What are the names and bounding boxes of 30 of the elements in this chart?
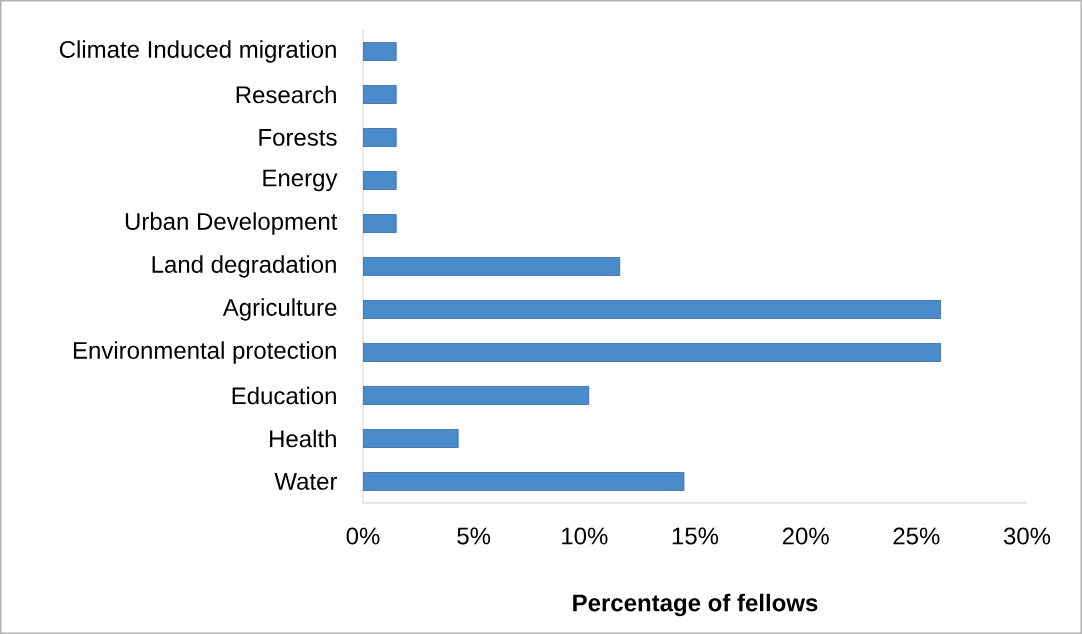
x-tick-label: 20%: [782, 527, 829, 545]
bar: [363, 386, 590, 405]
bar: [363, 171, 397, 190]
y-tick-label: Urban Development: [125, 212, 338, 235]
bar: [363, 257, 621, 276]
bar: [363, 472, 685, 491]
y-tick-label: Land degradation: [152, 255, 336, 278]
bar: [363, 429, 459, 448]
y-tick-label: Water: [274, 473, 338, 490]
y-tick-label: Agriculture: [222, 298, 337, 321]
x-tick-label: 0%: [346, 527, 380, 545]
x-axis-title: Percentage of fellows: [573, 593, 818, 617]
bar: [363, 128, 397, 147]
x-tick-label: 10%: [562, 527, 608, 545]
bar: [363, 343, 942, 362]
bar: [363, 85, 397, 104]
y-tick-label: Environmental protection: [73, 341, 336, 364]
y-tick-label: Climate Induced migration: [59, 40, 336, 63]
y-tick-label: Education: [232, 386, 336, 405]
bar: [363, 214, 397, 233]
y-tick-label: Research: [236, 85, 336, 104]
x-tick-label: 5%: [457, 527, 491, 545]
x-tick-label: 30%: [1003, 527, 1051, 545]
x-tick-label: 15%: [672, 527, 719, 545]
y-tick-label: Energy: [263, 169, 338, 192]
bar: [363, 42, 397, 61]
y-tick-label: Forests: [259, 129, 337, 146]
y-tick-label: Health: [270, 429, 336, 448]
bar: [363, 300, 942, 319]
x-tick-label: 25%: [893, 527, 940, 545]
